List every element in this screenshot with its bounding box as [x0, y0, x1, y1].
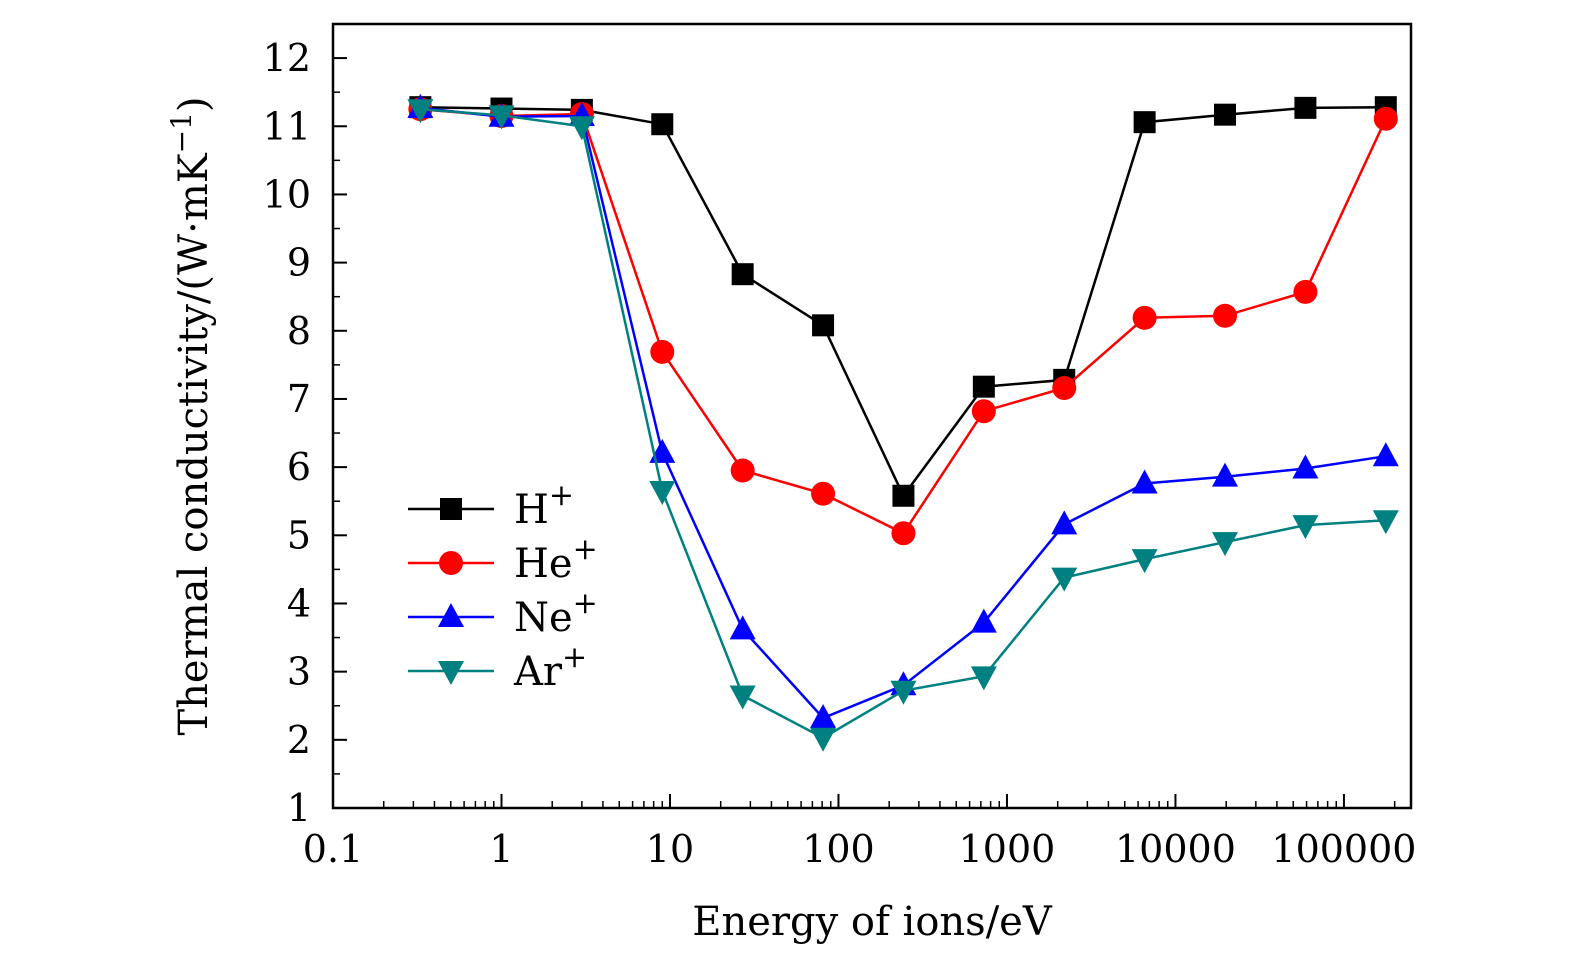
- data-point-ar: [1051, 567, 1078, 592]
- y-tick-label: 4: [287, 581, 311, 625]
- data-point-ne: [1372, 442, 1399, 467]
- data-point-he: [1213, 303, 1238, 328]
- data-point-h: [972, 375, 995, 398]
- legend: H+He+Ne+Ar+: [408, 478, 598, 695]
- y-tick-label: 6: [287, 445, 311, 489]
- data-point-ar: [1131, 549, 1158, 574]
- data-point-ar: [1292, 515, 1319, 540]
- data-point-he: [1052, 376, 1077, 401]
- y-tick-label: 10: [263, 172, 311, 216]
- x-tick-label: 100: [802, 827, 875, 871]
- data-point-ne: [1051, 510, 1078, 535]
- data-point-he: [1293, 279, 1318, 304]
- legend-label-h: H+: [514, 478, 574, 533]
- legend-label-superscript: +: [549, 478, 574, 513]
- data-point-h: [892, 484, 915, 507]
- legend-label-name: H: [514, 487, 549, 533]
- data-point-he: [1132, 305, 1157, 330]
- data-point-ne: [810, 704, 837, 729]
- y-axis-label-close: ): [171, 96, 217, 112]
- data-point-ar: [649, 480, 676, 505]
- y-axis-label-superscript: −1: [165, 112, 198, 153]
- data-point-he: [891, 521, 916, 546]
- data-point-ne: [1212, 462, 1239, 487]
- data-point-he: [730, 458, 755, 483]
- y-tick-label: 8: [287, 309, 311, 353]
- data-point-he: [650, 339, 675, 364]
- legend-label-superscript: +: [562, 640, 587, 675]
- axis-ticks: [332, 57, 1396, 809]
- x-tick-label: 10: [646, 827, 694, 871]
- data-point-ar: [407, 99, 434, 124]
- y-axis-label-main: Thermal conductivity/(W·mK: [171, 152, 217, 735]
- series-group: [407, 93, 1399, 752]
- x-axis-label: Energy of ions/eV: [692, 899, 1053, 945]
- y-tick-label: 11: [263, 104, 311, 148]
- data-point-h: [812, 314, 835, 337]
- data-point-ar: [729, 685, 756, 710]
- y-axis-label: Thermal conductivity/(W·mK−1): [165, 96, 217, 735]
- legend-label-he: He+: [514, 532, 598, 587]
- series-ar: [407, 99, 1399, 752]
- data-point-ar: [568, 116, 595, 141]
- legend-item-ne: Ne+: [408, 586, 598, 641]
- legend-label-ar: Ar+: [513, 640, 587, 695]
- data-point-ne: [729, 615, 756, 640]
- x-tick-label: 1000: [959, 827, 1056, 871]
- x-tick-label: 1: [489, 827, 513, 871]
- legend-label-superscript: +: [573, 586, 598, 621]
- x-tick-label: 10000: [1115, 827, 1236, 871]
- data-point-ne: [1131, 469, 1158, 494]
- y-tick-label: 7: [287, 377, 311, 421]
- data-point-h: [1214, 103, 1237, 126]
- legend-marker-ar: [438, 661, 464, 685]
- legend-marker-ne: [438, 603, 464, 627]
- x-tick-label: 100000: [1271, 827, 1416, 871]
- y-tick-label: 2: [287, 718, 311, 762]
- legend-label-name: He: [514, 541, 573, 587]
- legend-label-name: Ar: [513, 649, 563, 695]
- series-line-h: [420, 105, 1386, 499]
- data-point-ar: [970, 666, 997, 691]
- data-point-he: [1373, 106, 1398, 131]
- data-point-h: [1133, 111, 1156, 134]
- data-point-h: [1294, 96, 1317, 119]
- y-tick-label: 12: [263, 36, 311, 80]
- legend-label-name: Ne: [514, 595, 573, 641]
- data-point-he: [811, 481, 836, 506]
- legend-label-ne: Ne+: [514, 586, 598, 641]
- legend-item-h: H+: [408, 478, 574, 533]
- legend-marker-he: [439, 551, 463, 575]
- x-tick-label: 0.1: [303, 827, 363, 871]
- series-line-he: [420, 107, 1387, 535]
- data-point-ar: [1372, 510, 1399, 535]
- legend-label-superscript: +: [573, 532, 598, 567]
- series-h: [409, 96, 1397, 507]
- y-tick-label: 5: [287, 513, 311, 557]
- data-point-ar: [488, 105, 515, 130]
- legend-item-he: He+: [408, 532, 598, 587]
- plot-frame: [331, 22, 1413, 810]
- y-tick-label: 3: [287, 650, 311, 694]
- y-tick-label: 9: [287, 241, 311, 285]
- x-tick-labels: 0.1 1 10 100 1000 10000 100000: [303, 827, 1417, 871]
- data-point-ar: [890, 680, 917, 705]
- y-tick-label: 1: [287, 786, 311, 830]
- data-point-ne: [970, 608, 997, 633]
- legend-marker-h: [440, 498, 462, 520]
- data-point-ar: [810, 727, 837, 752]
- data-point-he: [971, 399, 996, 424]
- data-point-h: [651, 113, 674, 136]
- legend-item-ar: Ar+: [408, 640, 587, 695]
- data-point-ar: [1212, 532, 1239, 557]
- data-point-ne: [1292, 454, 1319, 479]
- data-point-h: [731, 263, 754, 286]
